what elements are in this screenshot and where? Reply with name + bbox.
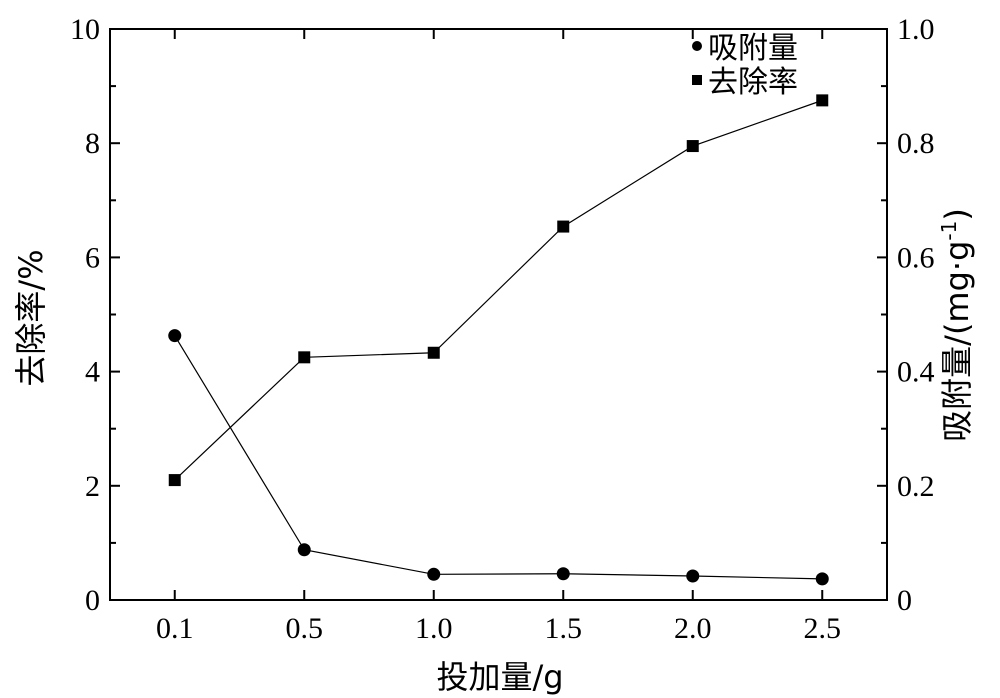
adsorption-point (686, 569, 700, 583)
removal-point (686, 140, 699, 153)
adsorption-point (556, 567, 570, 581)
x-tick-label: 0.1 (156, 612, 194, 645)
left-y-tick-label: 10 (70, 13, 100, 46)
adsorption-point (297, 543, 311, 557)
removal-series-line (174, 99, 823, 481)
x-tick-label: 0.5 (286, 612, 324, 645)
plot-axes (109, 28, 888, 601)
left-y-tick-label: 0 (85, 584, 100, 617)
right-y-axis-title-main: 吸附量/(mg·g (938, 241, 976, 442)
axis-ticks: 0 0 2 0.2 4 0.4 6 0.6 8 0.8 10 1.0 0.1 0.5 1.0 1.5 2.0 2.… (70, 13, 935, 645)
legend-adsorption-marker (692, 41, 702, 51)
left-y-tick-label: 4 (85, 356, 100, 389)
x-tick-label: 1.0 (415, 612, 453, 645)
x-tick-label: 2.0 (674, 612, 712, 645)
right-y-axis-title-end: ) (938, 208, 976, 220)
removal-point (298, 351, 311, 364)
plot-frame (109, 28, 888, 601)
left-y-tick-label: 8 (85, 127, 100, 160)
removal-point (427, 346, 440, 359)
legend-removal-marker (692, 75, 702, 85)
series-lines (174, 99, 823, 580)
adsorption-point (427, 567, 441, 581)
right-y-tick-label: 0.2 (897, 470, 935, 503)
removal-point (816, 94, 829, 107)
adsorption-series-line (174, 335, 823, 580)
legend-adsorption-label: 吸附量 (708, 31, 798, 66)
right-y-tick-label: 0 (897, 584, 912, 617)
legend-removal-label: 去除率 (708, 65, 798, 100)
right-y-tick-label: 1.0 (897, 13, 935, 46)
left-y-tick-label: 2 (85, 470, 100, 503)
adsorption-point (815, 572, 829, 586)
left-y-tick-label: 6 (85, 241, 100, 274)
removal-point (168, 474, 181, 487)
series-markers (168, 94, 829, 586)
left-y-axis-title: 去除率/% (12, 249, 50, 386)
right-y-tick-label: 0.8 (897, 127, 935, 160)
right-y-tick-label: 0.6 (897, 241, 935, 274)
removal-point (557, 220, 570, 233)
x-tick-label: 1.5 (545, 612, 583, 645)
adsorption-point (168, 329, 182, 343)
right-y-axis-title: 吸附量/(mg·g-1) (937, 208, 976, 442)
x-tick-label: 2.5 (804, 612, 842, 645)
right-y-axis-title-sup: -1 (937, 221, 961, 241)
x-axis-title: 投加量/g (436, 658, 563, 696)
right-y-tick-label: 0.4 (897, 356, 935, 389)
